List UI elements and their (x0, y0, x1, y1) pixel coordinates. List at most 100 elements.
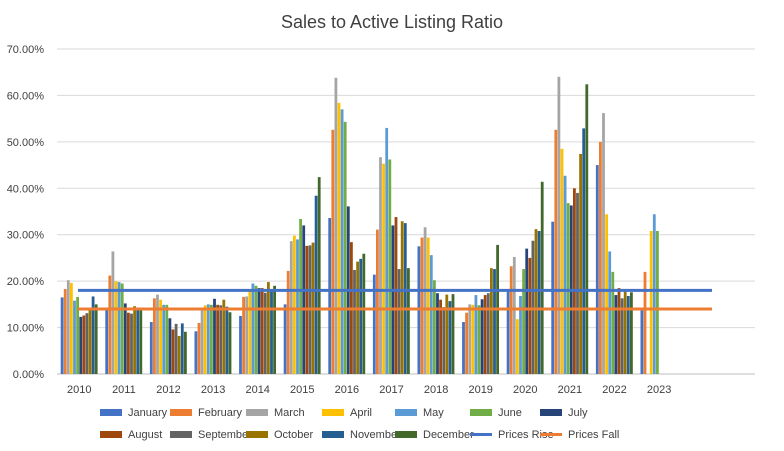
bar (617, 288, 621, 374)
bar (486, 293, 490, 374)
bar (127, 312, 130, 374)
bar (531, 240, 535, 374)
x-axis-ticks: 2010 2011 2012 2013 2014 2015 2016 2017 2018 2019… (67, 384, 671, 396)
bar (136, 309, 140, 374)
bar (286, 270, 290, 374)
bar (643, 271, 647, 374)
bar (582, 128, 586, 374)
bar (94, 304, 98, 374)
bar (263, 292, 267, 374)
legend: January February March April May June July Augu… (100, 407, 619, 441)
bar (626, 296, 630, 374)
bar (299, 218, 302, 374)
bar (493, 269, 496, 374)
bar (194, 331, 198, 374)
bar (506, 289, 510, 374)
bar (79, 316, 83, 374)
bar (362, 253, 366, 374)
bar (105, 307, 109, 374)
legend-label: May (423, 407, 444, 419)
bar (385, 127, 389, 375)
bar (267, 282, 270, 374)
bar (213, 298, 216, 374)
bar (120, 283, 124, 374)
bar (528, 257, 532, 374)
legend-label: March (274, 407, 305, 419)
bar (397, 269, 401, 374)
bar (66, 280, 70, 374)
bar (222, 299, 226, 374)
bar (162, 304, 166, 374)
bar (216, 304, 219, 374)
bar (293, 235, 296, 374)
bar (228, 312, 232, 374)
x-tick-label: 2014 (245, 384, 269, 396)
bar (407, 268, 410, 374)
bar (509, 266, 513, 374)
bar (483, 295, 487, 374)
bar (563, 175, 567, 374)
bar (149, 322, 153, 374)
bar (203, 305, 207, 374)
y-tick-label: 40.00% (7, 183, 45, 195)
bar (343, 121, 347, 374)
x-tick-label: 2017 (379, 384, 403, 396)
bar (566, 203, 570, 374)
bar (445, 294, 449, 374)
bar (76, 296, 79, 374)
legend-swatch (170, 409, 192, 416)
bar (111, 251, 115, 374)
bar (623, 289, 627, 374)
bar (156, 294, 159, 374)
bar (165, 304, 169, 374)
bar (270, 291, 273, 374)
bar (257, 288, 261, 374)
bar (70, 283, 73, 374)
bar (180, 323, 184, 374)
bar (108, 275, 112, 374)
legend-label: August (128, 429, 162, 441)
y-tick-label: 30.00% (7, 230, 45, 242)
legend-swatch (322, 409, 344, 416)
x-tick-label: 2020 (513, 384, 537, 396)
bar (177, 335, 181, 374)
bar (436, 293, 439, 374)
legend-swatch (100, 431, 122, 438)
x-tick-label: 2011 (112, 384, 136, 396)
bar (420, 237, 424, 374)
legend-label: February (198, 407, 243, 419)
legend-swatch (395, 409, 417, 416)
bar (353, 270, 356, 374)
bar (159, 299, 162, 374)
legend-swatch (246, 409, 268, 416)
y-tick-label: 0.00% (13, 369, 44, 381)
bar (168, 318, 172, 374)
y-tick-label: 70.00% (7, 44, 45, 56)
bar (248, 290, 252, 374)
bar (557, 76, 561, 375)
legend-label: July (568, 407, 588, 419)
bar (490, 268, 493, 374)
bar (512, 257, 516, 374)
y-tick-label: 50.00% (7, 137, 45, 149)
bar (376, 229, 379, 374)
bar (519, 296, 522, 374)
bar (379, 157, 382, 374)
bar (465, 312, 468, 374)
bar (599, 141, 602, 374)
reference-lines (78, 288, 712, 311)
x-tick-label: 2018 (424, 384, 448, 396)
y-tick-label: 60.00% (7, 90, 45, 102)
bar (560, 148, 564, 374)
x-tick-label: 2010 (67, 384, 91, 396)
bar (554, 129, 558, 374)
legend-label: October (274, 429, 313, 441)
x-tick-label: 2012 (156, 384, 180, 396)
bar (537, 231, 541, 374)
bar (400, 221, 404, 374)
bar (73, 300, 76, 374)
bar (388, 159, 392, 374)
bar (171, 329, 175, 374)
bar (314, 195, 318, 374)
